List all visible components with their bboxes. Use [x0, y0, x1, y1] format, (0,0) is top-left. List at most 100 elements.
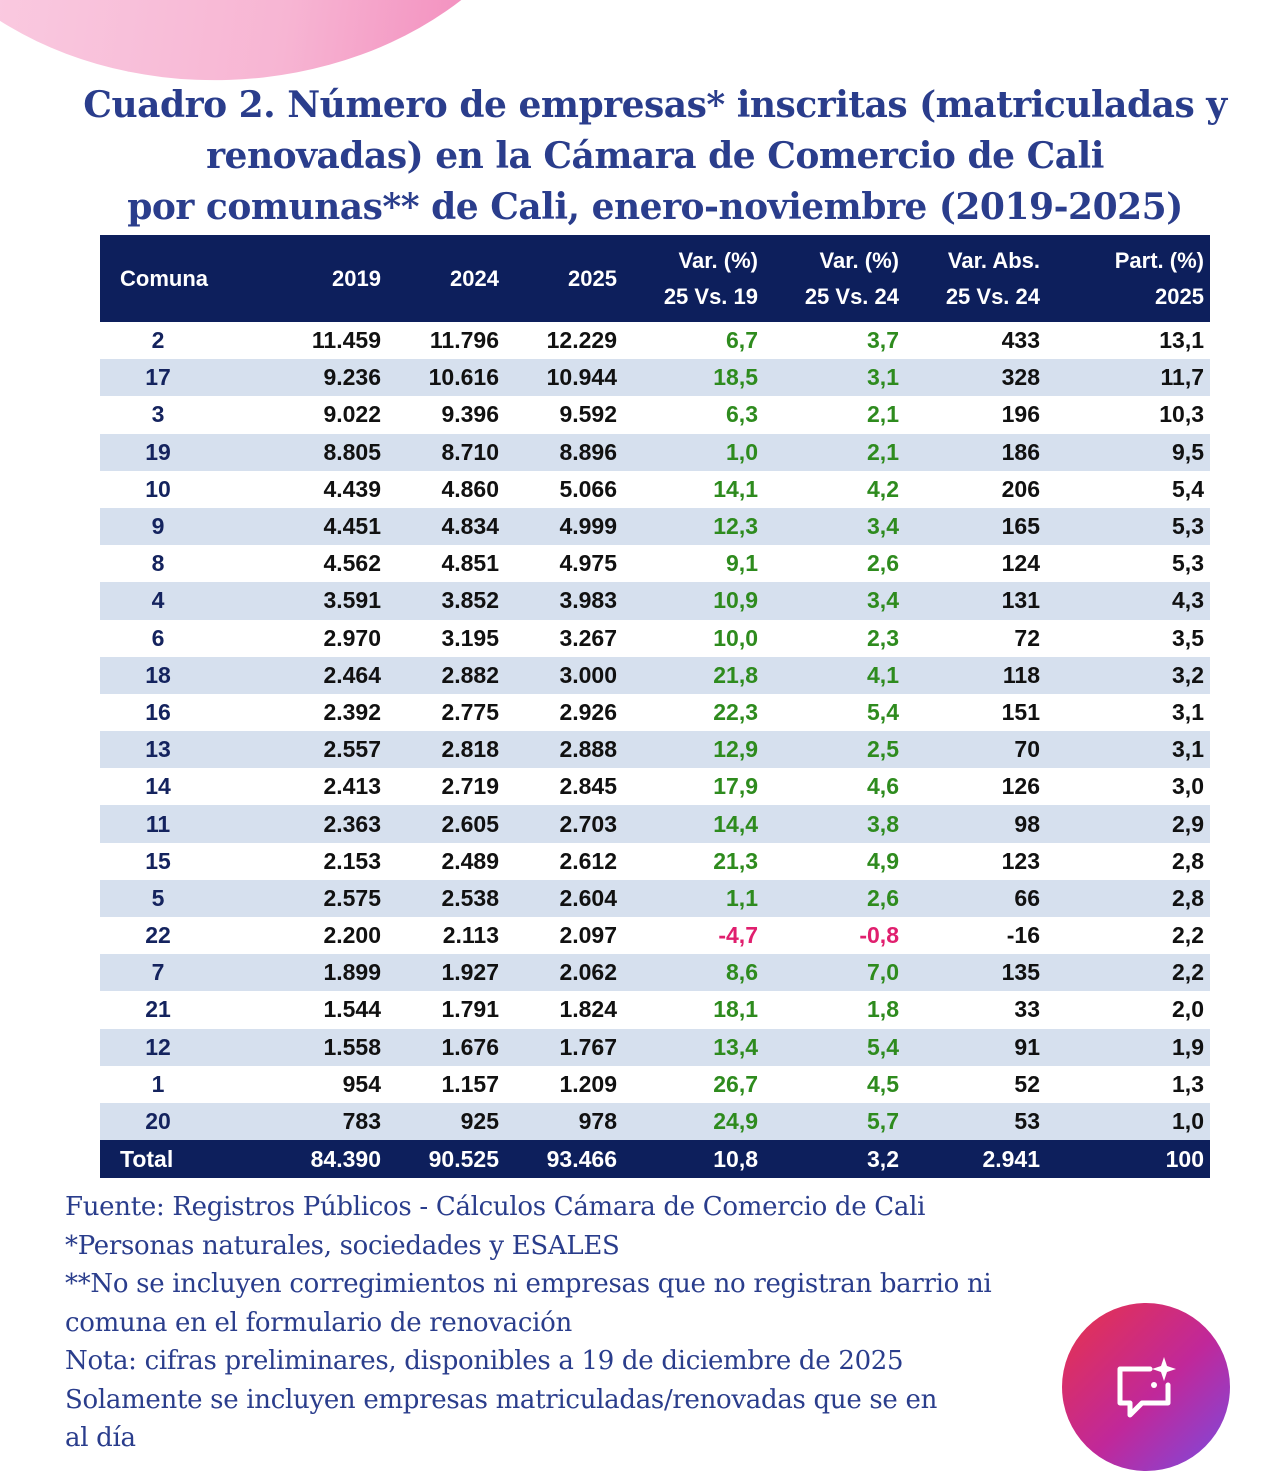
table-row: 2 11.459 11.796 12.229 6,7 3,7 433 13,1	[100, 322, 1210, 359]
table-cell: 783	[270, 1102, 387, 1141]
table-cell: 1,1	[623, 879, 764, 917]
table-cell: 18,1	[713, 996, 758, 1023]
table-cell: 91	[905, 1028, 1046, 1066]
table-cell: 151	[1001, 698, 1040, 725]
table-cell: 978	[505, 1102, 623, 1141]
table-cell: 2.392	[323, 698, 381, 725]
table-cell: 8,6	[623, 954, 764, 992]
table-cell: 3,0	[1172, 773, 1204, 800]
table-cell: 9,1	[726, 550, 758, 577]
table-cell: 15	[145, 847, 171, 874]
table-cell: 18	[100, 656, 270, 694]
table-cell: 2.882	[387, 656, 505, 694]
footnote: *Personas naturales, sociedades y ESALES	[65, 1230, 620, 1261]
table-cell: 1.927	[387, 954, 505, 992]
table-cell: 4.439	[323, 475, 381, 502]
table-cell: 24,9	[623, 1102, 764, 1141]
table-cell: 10.616	[387, 359, 505, 397]
table-row: 3 9.022 9.396 9.592 6,3 2,1 196 10,3	[100, 396, 1210, 433]
table-cell: 165	[905, 507, 1046, 546]
table-cell: 4,3	[1046, 582, 1210, 620]
footnote: al día	[65, 1423, 136, 1453]
table-cell: 3.195	[441, 624, 499, 651]
table-cell: 2.604	[505, 879, 623, 917]
table-cell: 6,3	[726, 401, 758, 428]
table-cell: 6	[151, 624, 165, 651]
table-cell: 206	[1001, 475, 1040, 502]
table-cell: 3.852	[387, 582, 505, 620]
table-row: 13 2.557 2.818 2.888 12,9 2,5 70 3,1	[100, 731, 1210, 769]
column-header-line: 25 Vs. 24	[804, 283, 899, 309]
footnote: comuna en el formulario de renovación	[65, 1307, 572, 1338]
table-cell: 12	[100, 1028, 270, 1066]
table-cell: -0,8	[859, 922, 899, 949]
table-cell: 5,4	[1172, 475, 1204, 502]
table-cell: 93.466	[505, 1140, 623, 1179]
table-cell: 2.818	[387, 731, 505, 769]
table-cell: 9,5	[1046, 433, 1210, 471]
table-cell: 18,5	[623, 359, 764, 397]
table-cell: 4.562	[323, 550, 381, 577]
table-cell: 2.489	[441, 847, 499, 874]
column-header: Var. Abs. 25 Vs. 24	[905, 235, 1046, 322]
column-header: Comuna	[100, 235, 270, 322]
table-cell: 2.888	[505, 731, 623, 769]
table-row: 11 2.363 2.605 2.703 14,4 3,8 98 2,9	[100, 805, 1210, 843]
table-cell: 9	[100, 507, 270, 546]
table-row: 12 1.558 1.676 1.767 13,4 5,4 91 1,9	[100, 1028, 1210, 1066]
table-cell: 1.899	[270, 954, 387, 992]
table-cell: 5,3	[1046, 507, 1210, 546]
table-cell: 2.775	[441, 698, 499, 725]
table-cell: 10,9	[623, 582, 764, 620]
table-row: 21 1.544 1.791 1.824 18,1 1,8 33 2,0	[100, 991, 1210, 1028]
table-cell: 4.451	[270, 507, 387, 546]
table-cell: 10,3	[1159, 401, 1204, 428]
table-cell: 2,6	[764, 879, 905, 917]
table-cell: 2.097	[559, 922, 617, 949]
table-cell: 118	[905, 656, 1046, 694]
table-cell: 2,2	[1046, 954, 1210, 992]
table-cell: 3,4	[764, 507, 905, 546]
table-cell: 5,4	[867, 698, 899, 725]
table-cell: 2.703	[505, 805, 623, 843]
footnote: Solamente se incluyen empresas matricula…	[65, 1384, 938, 1415]
table-cell: 3.983	[505, 582, 623, 620]
column-header-line: 2019	[332, 265, 381, 291]
column-header: Part. (%) 2025	[1046, 235, 1210, 322]
table-cell: 2,0	[1172, 996, 1204, 1023]
table-cell: 13,1	[1159, 327, 1204, 354]
table-row: 9 4.451 4.834 4.999 12,3 3,4 165 5,3	[100, 507, 1210, 546]
table-cell: 2.413	[323, 773, 381, 800]
table-cell: 10,0	[713, 624, 758, 651]
title-line: por comunas** de Cali, enero-noviembre (…	[127, 186, 1183, 228]
column-header: 2024	[387, 235, 505, 322]
table-cell: 12,9	[623, 731, 764, 769]
table-cell: 2.363	[270, 805, 387, 843]
table-cell: 954	[342, 1070, 381, 1097]
table-cell: 186	[905, 433, 1046, 471]
column-header-line: 2025	[568, 265, 617, 291]
table-cell: 22	[145, 922, 171, 949]
ai-chat-button[interactable]	[1062, 1303, 1230, 1471]
table-cell: 3,8	[764, 805, 905, 843]
table-cell: 17,9	[713, 773, 758, 800]
table-cell: 2,8	[1172, 847, 1204, 874]
table-cell: 433	[1001, 327, 1040, 354]
table-cell: 1	[151, 1070, 165, 1097]
table-cell: 1,8	[867, 996, 899, 1023]
table-cell: 3,4	[764, 582, 905, 620]
table-cell: 3,7	[867, 327, 899, 354]
column-header-line: 25 Vs. 24	[945, 283, 1040, 309]
table-cell: 9.236	[270, 359, 387, 397]
table-cell: 7,0	[764, 954, 905, 992]
table-cell: 11,7	[1046, 359, 1210, 397]
column-header-line: 25 Vs. 19	[663, 283, 758, 309]
column-header: Var. (%) 25 Vs. 24	[764, 235, 905, 322]
table-cell: 5,3	[1172, 550, 1204, 577]
table-cell: 2,5	[764, 731, 905, 769]
table-cell: 2,1	[867, 401, 899, 428]
table-cell: -16	[1006, 922, 1040, 949]
table-cell: 2.113	[442, 922, 499, 949]
table-cell: 2.538	[387, 879, 505, 917]
table-cell: 7	[100, 954, 270, 992]
